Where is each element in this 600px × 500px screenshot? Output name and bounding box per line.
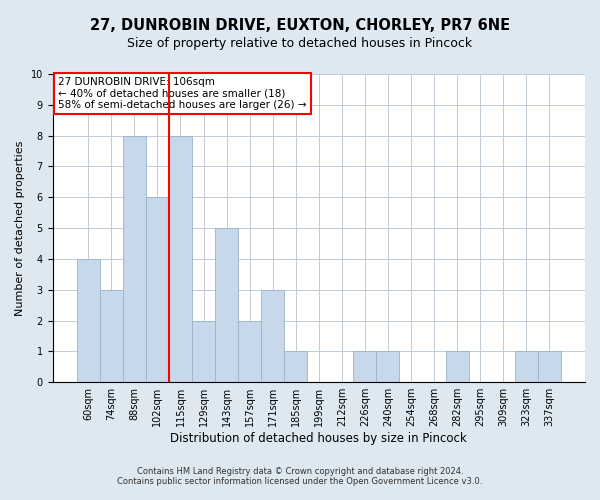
Bar [538,352,561,382]
Bar [353,352,376,382]
Bar [169,136,192,382]
Bar [146,198,169,382]
Bar [77,259,100,382]
Bar [261,290,284,382]
Bar [100,290,123,382]
Text: Size of property relative to detached houses in Pincock: Size of property relative to detached ho… [127,38,473,51]
Bar [376,352,400,382]
Bar [238,320,261,382]
Text: 27 DUNROBIN DRIVE: 106sqm
← 40% of detached houses are smaller (18)
58% of semi-: 27 DUNROBIN DRIVE: 106sqm ← 40% of detac… [58,77,307,110]
Bar [215,228,238,382]
Text: 27, DUNROBIN DRIVE, EUXTON, CHORLEY, PR7 6NE: 27, DUNROBIN DRIVE, EUXTON, CHORLEY, PR7… [90,18,510,32]
Text: Contains HM Land Registry data © Crown copyright and database right 2024.: Contains HM Land Registry data © Crown c… [137,467,463,476]
Bar [192,320,215,382]
Bar [446,352,469,382]
Y-axis label: Number of detached properties: Number of detached properties [15,140,25,316]
X-axis label: Distribution of detached houses by size in Pincock: Distribution of detached houses by size … [170,432,467,445]
Bar [515,352,538,382]
Bar [123,136,146,382]
Bar [284,352,307,382]
Text: Contains public sector information licensed under the Open Government Licence v3: Contains public sector information licen… [118,477,482,486]
